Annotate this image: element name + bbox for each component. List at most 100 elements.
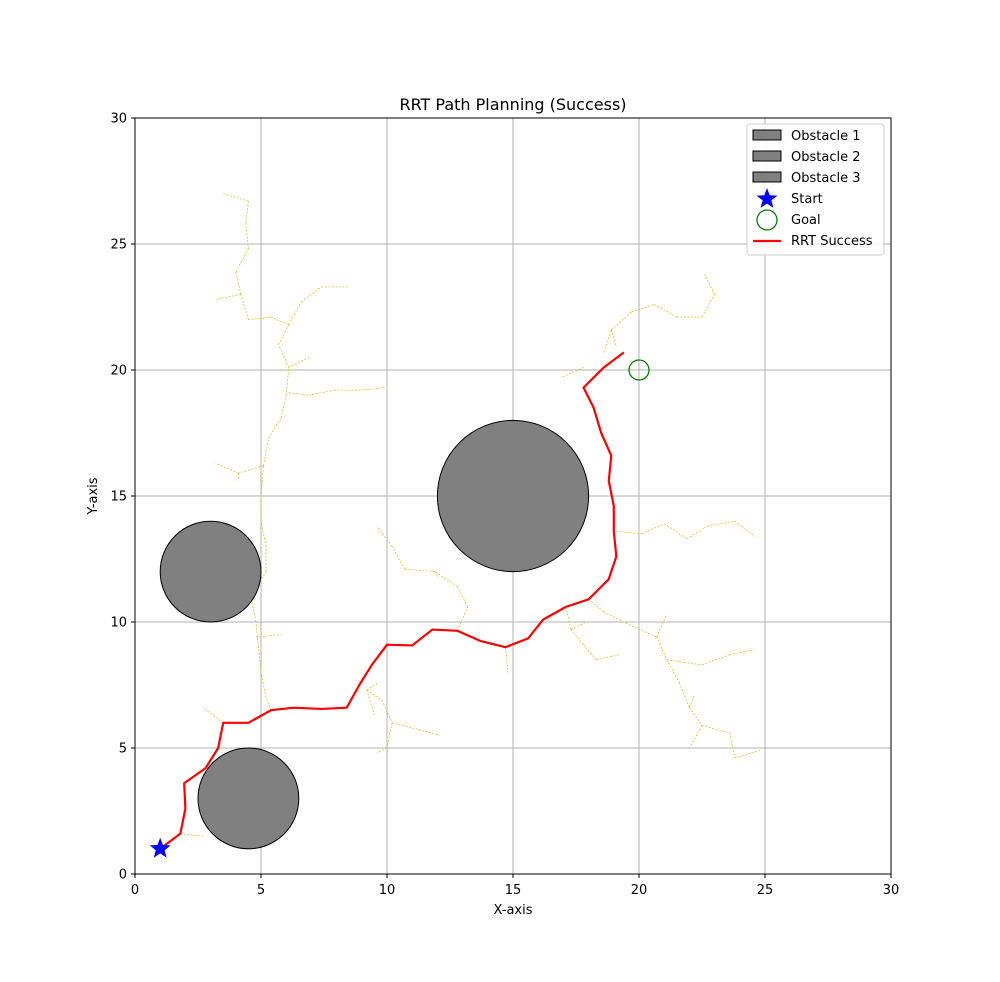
tree-edge-54 — [434, 571, 438, 577]
tree-edge-6 — [255, 621, 259, 648]
tree-edge-82 — [734, 520, 756, 537]
tree-edge-69 — [689, 707, 703, 726]
y-axis-label: Y-axis — [86, 477, 101, 515]
tree-edge-88 — [653, 304, 677, 318]
tree-edge-24 — [361, 387, 385, 391]
tree-edge-53 — [376, 525, 393, 547]
x-tick-label-4: 20 — [631, 883, 648, 898]
tree-edge-74 — [666, 659, 703, 666]
tree-edge-50 — [434, 571, 458, 588]
y-tick-label-6: 30 — [110, 112, 127, 127]
tree-edge-39 — [223, 193, 249, 202]
legend-obstacle-2-swatch — [752, 150, 782, 162]
legend-obstacle-2-label: Obstacle 2 — [791, 150, 860, 165]
tree-edge-15 — [215, 462, 239, 474]
legend-obstacle-1-label: Obstacle 1 — [791, 129, 860, 144]
y-tick-label-3: 15 — [110, 490, 127, 505]
tree-edge-70 — [689, 725, 703, 749]
tree-edge-78 — [641, 523, 665, 535]
tree-edge-55 — [505, 647, 509, 673]
tree-edge-25 — [288, 357, 310, 368]
tree-edge-63 — [628, 624, 657, 638]
tree-edge-18 — [268, 417, 282, 439]
tree-edge-65 — [656, 636, 668, 660]
tree-edge-52 — [391, 546, 405, 570]
y-tick-label-5: 25 — [110, 238, 127, 253]
tree-edge-80 — [686, 525, 708, 540]
tree-edge-1 — [180, 833, 204, 837]
legend-obstacle-3-label: Obstacle 3 — [791, 171, 860, 186]
tree-edge-27 — [278, 324, 290, 345]
x-tick-label-0: 0 — [131, 883, 139, 898]
tree-edge-2 — [202, 707, 224, 724]
x-tick-label-3: 15 — [505, 883, 522, 898]
x-axis-label: X-axis — [494, 903, 533, 918]
legend-start-star-icon — [756, 188, 778, 208]
tree-edge-34 — [215, 294, 241, 300]
tree-edge-71 — [701, 724, 730, 734]
tree-edge-51 — [404, 568, 435, 572]
tree-edge-30 — [288, 301, 302, 325]
tree-edge-5 — [258, 647, 262, 673]
obstacle-3 — [197, 747, 300, 850]
legend-start-label: Start — [791, 192, 823, 207]
obstacle-2 — [159, 520, 262, 623]
tree-edge-37 — [245, 223, 249, 250]
tree-edge-77 — [616, 530, 642, 535]
tree-edge-33 — [240, 294, 249, 320]
rrt-success-path — [159, 351, 625, 850]
tree-edge-45 — [412, 727, 441, 736]
obstacles — [159, 419, 590, 850]
legend-goal-circle-icon — [756, 209, 778, 231]
x-tick-label-6: 30 — [883, 883, 900, 898]
tree-edge-28 — [270, 316, 289, 326]
x-tick-label-5: 25 — [757, 883, 774, 898]
tree-edge-17 — [263, 437, 269, 466]
tree-edge-41 — [366, 682, 380, 691]
tree-edge-60 — [570, 621, 587, 630]
x-axis-ticks: 0 5 10 15 20 25 30 — [131, 874, 899, 898]
tree-edge-31 — [301, 286, 322, 303]
tree-edge-72 — [729, 732, 736, 759]
obstacle-1 — [436, 419, 590, 573]
tree-edge-64 — [656, 614, 668, 638]
y-tick-label-2: 10 — [110, 616, 127, 631]
legend-obstacle-3-swatch — [752, 171, 782, 183]
tree-edge-43 — [381, 699, 393, 723]
tree-edge-40 — [366, 689, 375, 716]
tree-edge-75 — [701, 654, 730, 666]
y-axis-ticks: 0 5 10 15 20 25 30 — [110, 112, 135, 883]
tree-edge-19 — [280, 395, 287, 418]
tree-edge-38 — [245, 201, 249, 224]
legend: Obstacle 1 Obstacle 2 Obstacle 3 Start G… — [746, 123, 885, 256]
tree-edge-85 — [610, 329, 617, 348]
tree-edge-47 — [376, 747, 388, 754]
legend-path-label: RRT Success — [791, 234, 873, 249]
x-tick-label-2: 10 — [379, 883, 396, 898]
y-tick-label-1: 5 — [119, 742, 127, 757]
tree-edge-14 — [238, 465, 264, 474]
tree-edge-90 — [701, 294, 715, 318]
x-tick-label-1: 5 — [257, 883, 265, 898]
tree-edge-3 — [265, 697, 272, 711]
tree-edge-79 — [663, 523, 688, 540]
y-tick-label-4: 20 — [110, 364, 127, 379]
tree-edge-49 — [457, 586, 468, 608]
tree-edge-56 — [565, 606, 572, 630]
tree-edge-22 — [308, 389, 335, 396]
tree-edge-67 — [678, 682, 690, 708]
tree-edge-42 — [366, 689, 383, 701]
tree-edge-48 — [457, 606, 469, 631]
tree-edge-83 — [560, 367, 584, 378]
tree-edge-4 — [260, 672, 267, 698]
tree-edge-26 — [278, 344, 290, 368]
tree-edge-20 — [285, 367, 290, 396]
chart-title: RRT Path Planning (Success) — [399, 95, 626, 114]
tree-edge-29 — [248, 316, 272, 320]
y-tick-label-0: 0 — [119, 868, 127, 883]
start-marker — [149, 837, 171, 858]
goal-marker — [628, 359, 650, 381]
tree-edge-46 — [386, 722, 393, 749]
legend-goal-label: Goal — [791, 213, 821, 228]
